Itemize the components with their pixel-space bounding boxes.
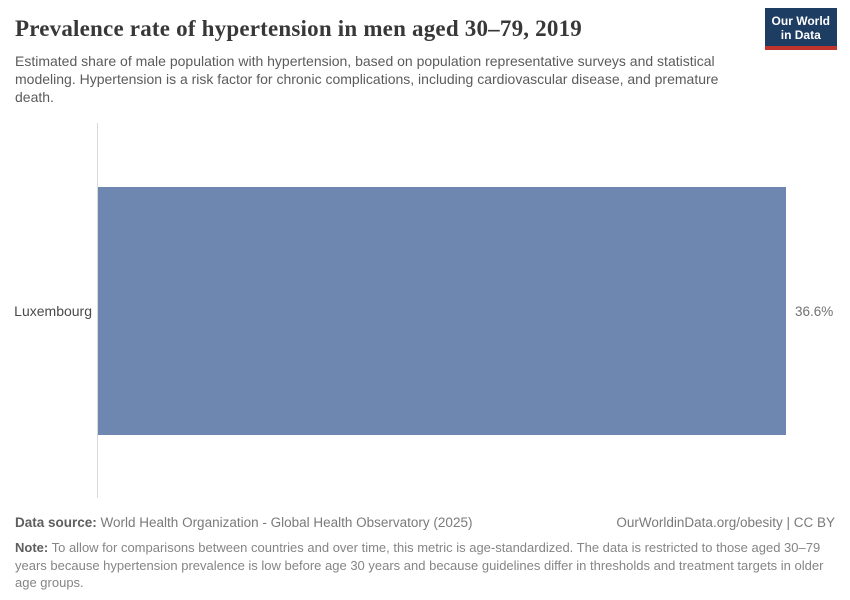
bar-chart: Luxembourg 36.6% [14, 123, 835, 498]
chart-subtitle: Estimated share of male population with … [15, 53, 719, 105]
data-source-text: World Health Organization - Global Healt… [96, 515, 473, 530]
owid-url-link[interactable]: OurWorldinData.org/obesity | CC BY [616, 515, 835, 530]
note-label: Note: [15, 540, 49, 555]
owid-logo-line1: Our World [771, 14, 830, 28]
note-text: To allow for comparisons between countri… [15, 540, 824, 590]
owid-logo-line2: in Data [780, 28, 821, 42]
y-axis-line [97, 123, 98, 498]
value-label: 36.6% [795, 303, 834, 319]
footnote: Note: To allow for comparisons between c… [15, 539, 835, 592]
bar-luxembourg[interactable] [98, 187, 786, 435]
data-source: Data source: World Health Organization -… [15, 514, 472, 532]
source-row: Data source: World Health Organization -… [15, 514, 835, 532]
owid-logo: Our World in Data [764, 8, 837, 50]
bar-track [98, 187, 786, 435]
chart-footer: Data source: World Health Organization -… [15, 514, 835, 592]
page-title: Prevalence rate of hypertension in men a… [15, 16, 582, 41]
data-source-label: Data source: [15, 515, 97, 530]
category-label-luxembourg: Luxembourg [14, 303, 92, 319]
